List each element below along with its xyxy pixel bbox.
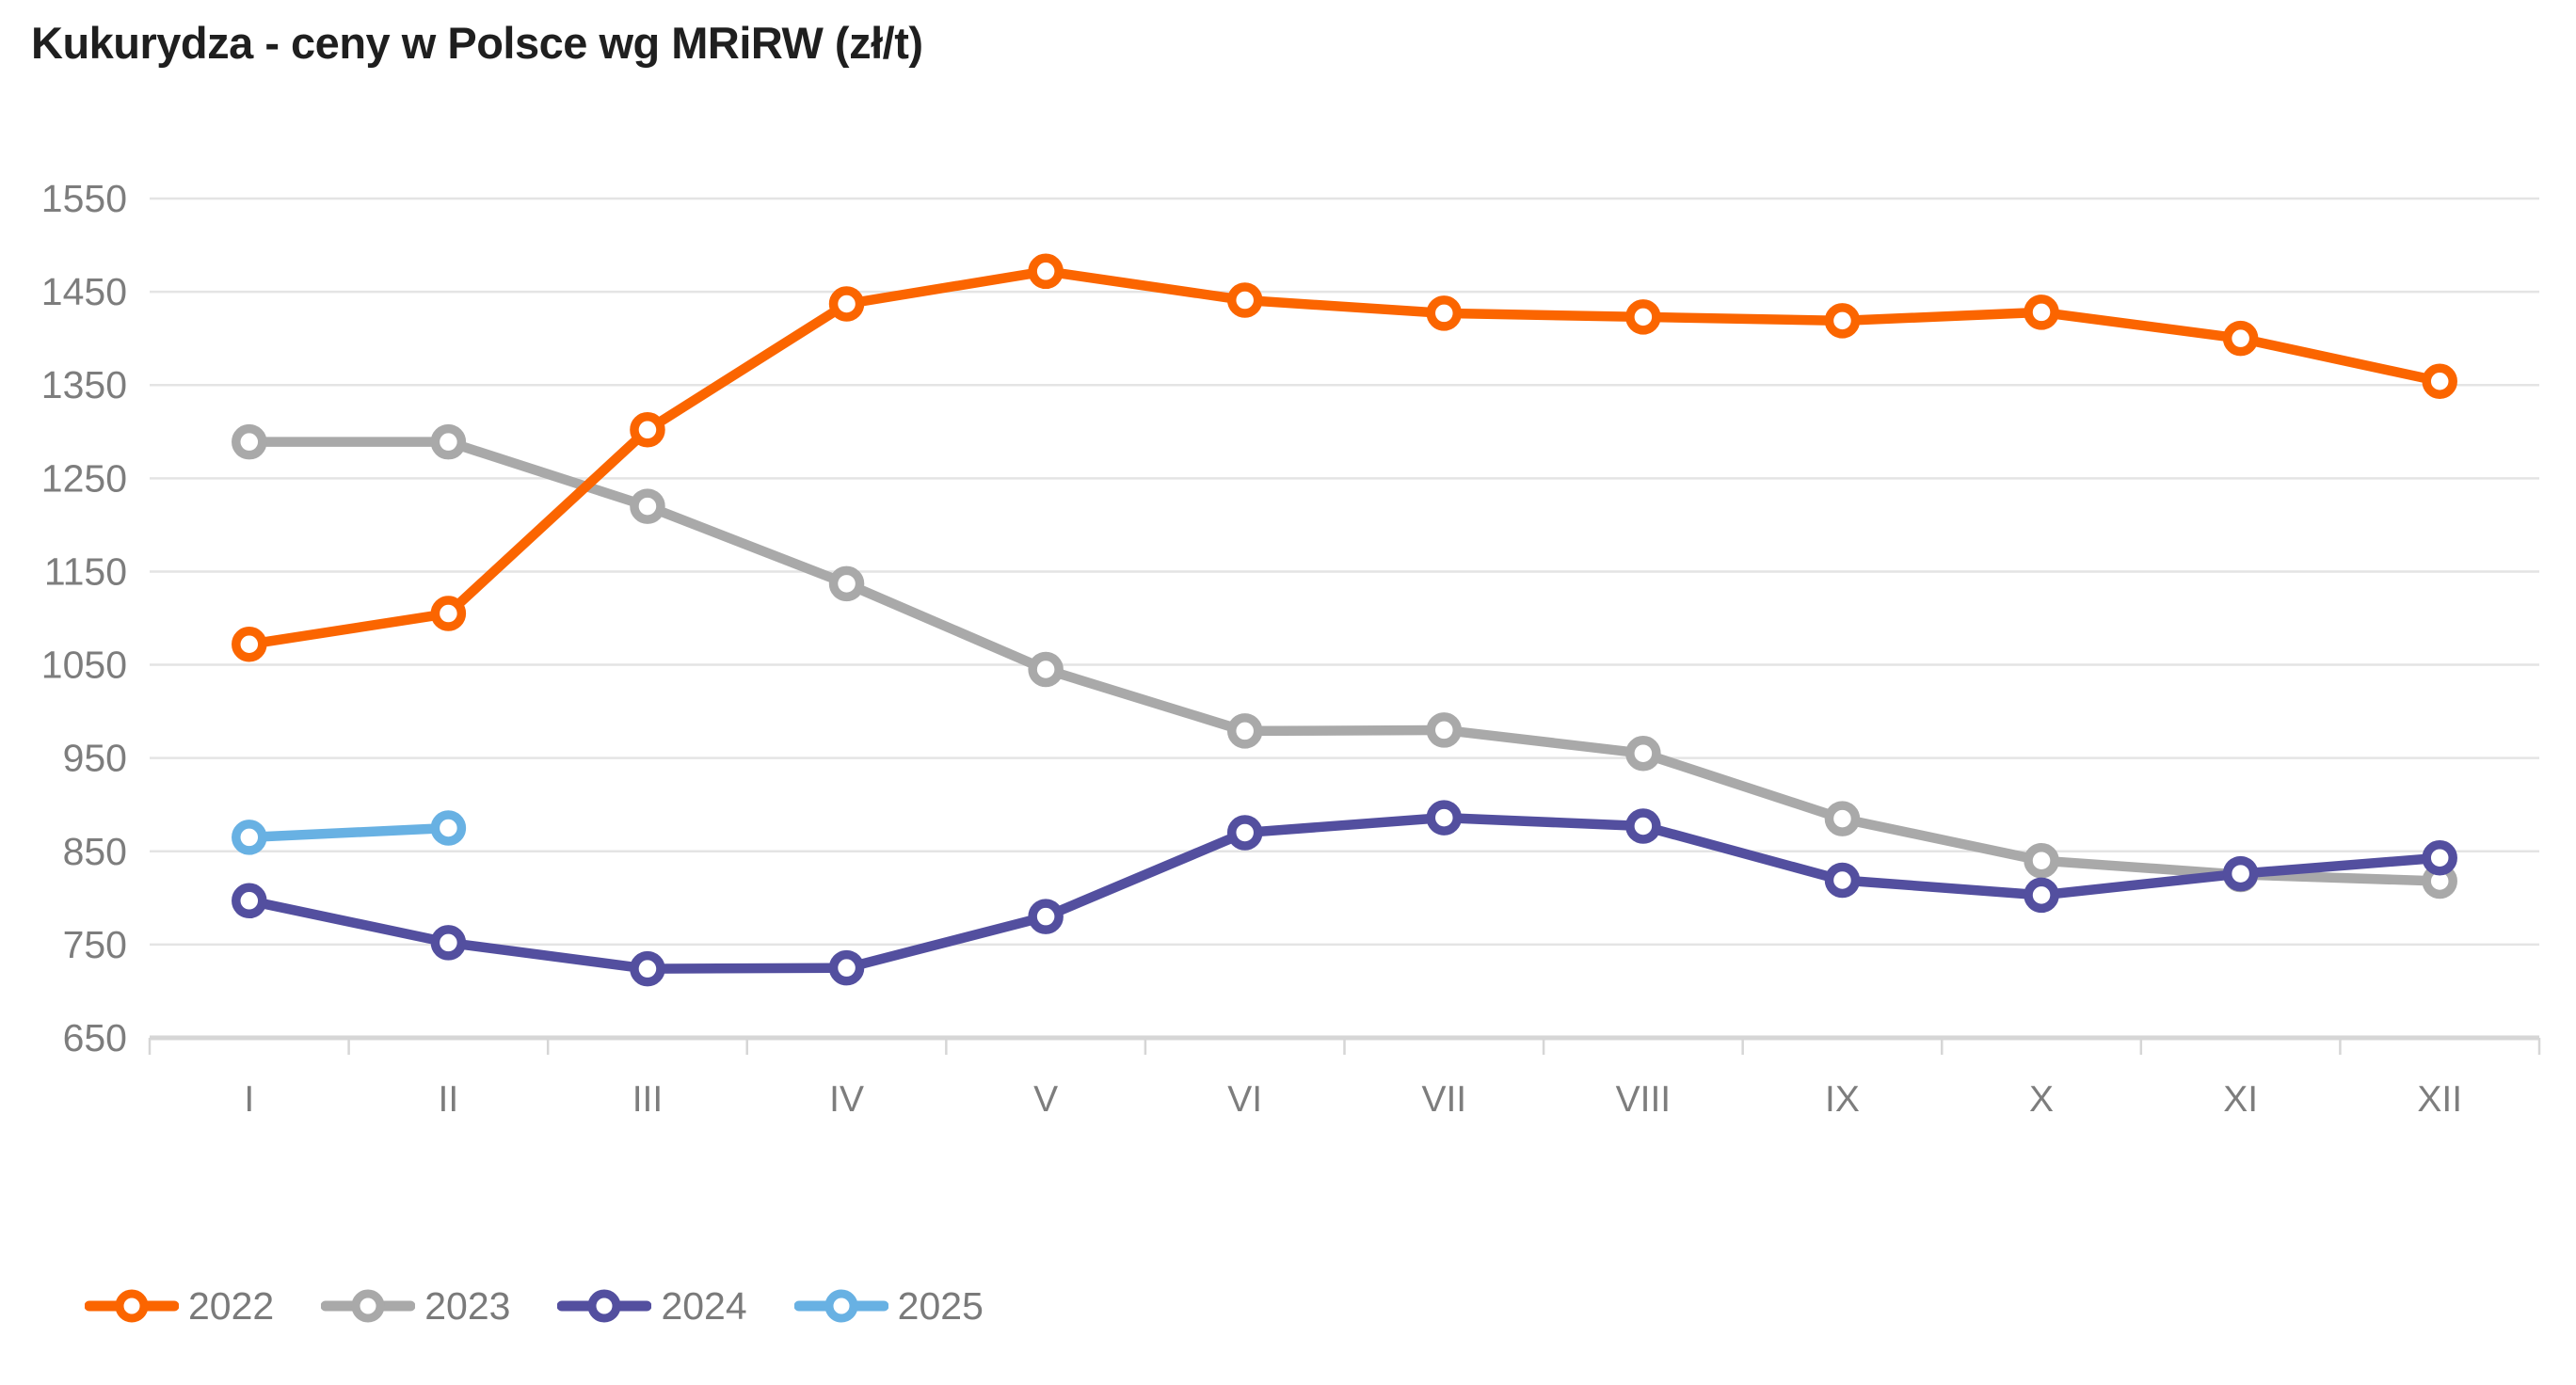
data-point-2024 (828, 949, 865, 986)
y-axis-tick-label: 950 (63, 737, 127, 780)
x-axis-month-label: XI (2223, 1079, 2258, 1120)
data-point-2022 (1028, 253, 1064, 290)
legend-label-2025: 2025 (897, 1283, 984, 1328)
data-point-2024 (1824, 862, 1861, 899)
data-point-2024 (630, 950, 665, 987)
legend-series-marker-icon (557, 1289, 652, 1323)
data-point-2024 (1028, 899, 1064, 934)
y-axis-tick-label: 1150 (44, 549, 127, 593)
y-axis-tick-label: 650 (63, 1016, 127, 1059)
x-axis-month-label: II (439, 1079, 459, 1120)
data-point-2024 (1226, 815, 1263, 851)
legend-item-2023[interactable]: 2023 (321, 1285, 510, 1327)
series-line-2023 (244, 437, 2445, 886)
legend-series-marker-icon (85, 1289, 179, 1323)
data-point-2025 (232, 820, 267, 855)
legend-item-2025[interactable]: 2025 (793, 1283, 984, 1328)
legend-label-2024: 2024 (661, 1283, 747, 1328)
data-point-2024 (2222, 855, 2259, 892)
data-point-2022 (2222, 320, 2259, 357)
x-axis-month-label: XII (2417, 1079, 2462, 1120)
y-axis-tick-label: 1250 (41, 456, 127, 500)
data-point-2023 (1028, 651, 1064, 688)
x-axis-month-label: IX (1825, 1079, 1860, 1120)
series-line-2024 (244, 812, 2445, 974)
y-axis-tick-label: 750 (63, 923, 127, 966)
x-axis-month-label: VIII (1616, 1079, 1672, 1120)
data-point-2022 (1625, 299, 1661, 335)
data-point-2022 (630, 412, 665, 448)
data-point-2022 (430, 596, 467, 631)
data-point-2023 (2024, 842, 2059, 879)
data-point-2024 (1426, 800, 1463, 836)
x-axis-month-label: IV (829, 1079, 864, 1120)
x-axis-month-label: V (1033, 1079, 1058, 1120)
legend: 2022 2023 2024 2025 (85, 1285, 984, 1327)
x-axis-month-label: III (632, 1079, 664, 1120)
data-point-2025 (430, 810, 467, 846)
data-point-2022 (1426, 295, 1463, 331)
legend-series-marker-icon (321, 1289, 416, 1323)
data-point-2022 (232, 627, 267, 662)
x-axis-month-label: VII (1421, 1079, 1466, 1120)
legend-item-2022[interactable]: 2022 (85, 1285, 274, 1327)
data-point-2023 (430, 423, 467, 460)
data-point-2023 (1226, 713, 1263, 749)
data-point-2024 (2024, 877, 2059, 914)
x-axis-month-label: VI (1227, 1079, 1262, 1120)
chart-title: Kukurydza - ceny w Polsce wg MRiRW (zł/t… (31, 18, 923, 68)
legend-series-marker-icon (793, 1289, 888, 1323)
data-point-2023 (1824, 801, 1861, 836)
x-axis-month-label: X (2029, 1079, 2054, 1120)
legend-label-2022: 2022 (188, 1283, 275, 1328)
data-point-2022 (1226, 282, 1263, 318)
data-point-2024 (232, 883, 267, 919)
legend-item-2024[interactable]: 2024 (557, 1283, 747, 1328)
y-axis-tick-label: 1550 (41, 177, 127, 220)
y-axis-tick-label: 1350 (41, 363, 127, 406)
x-axis-month-label: I (244, 1079, 254, 1120)
data-point-2024 (2422, 839, 2457, 876)
data-point-2023 (1426, 712, 1463, 748)
data-point-2023 (828, 565, 865, 602)
y-axis-tick-label: 850 (63, 830, 127, 873)
series-line-2022 (244, 266, 2445, 650)
data-point-2022 (828, 286, 865, 322)
data-point-2023 (232, 423, 267, 460)
data-point-2024 (430, 925, 467, 961)
data-point-2022 (1824, 303, 1861, 339)
data-point-2024 (1625, 808, 1661, 844)
data-point-2023 (630, 488, 665, 524)
data-point-2023 (1625, 735, 1661, 772)
y-axis-tick-label: 1050 (41, 644, 127, 687)
legend-label-2023: 2023 (424, 1283, 511, 1328)
data-point-2022 (2422, 363, 2457, 400)
series-line-2025 (244, 822, 454, 843)
data-point-2022 (2024, 295, 2059, 330)
y-axis-tick-label: 1450 (41, 270, 127, 313)
